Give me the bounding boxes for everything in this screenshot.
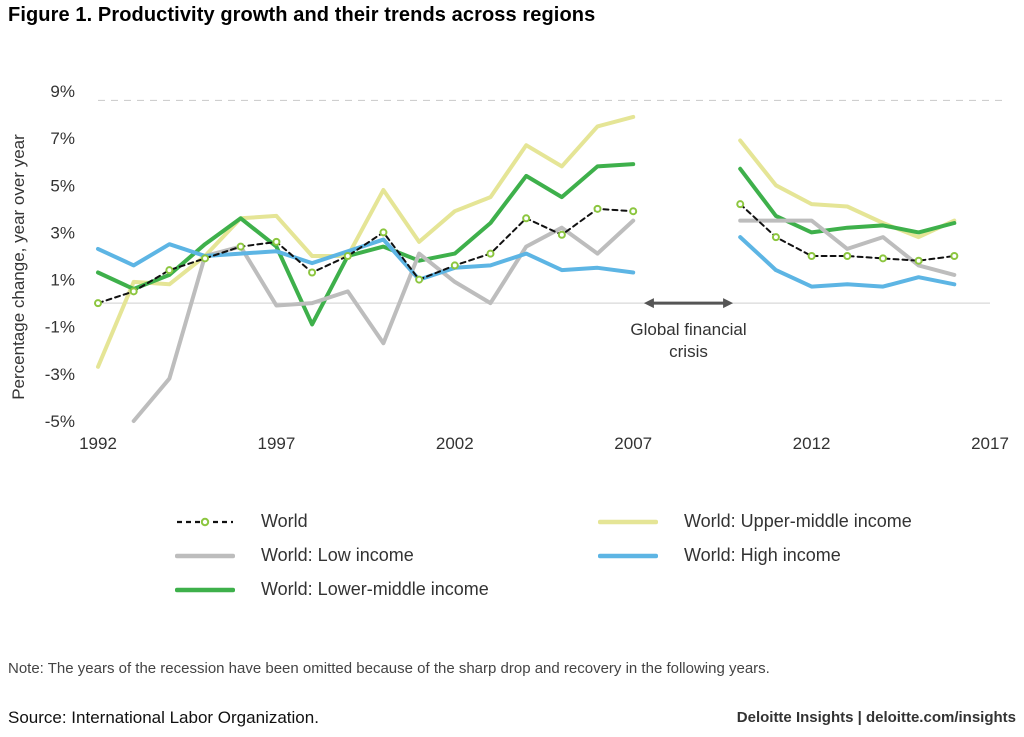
series-lines bbox=[96, 114, 957, 423]
legend-item-world: World bbox=[175, 511, 308, 532]
data-point-world-2004 bbox=[522, 214, 531, 223]
series-line-world-lower-middle-income-seg1 bbox=[96, 162, 636, 327]
data-point-world-2016 bbox=[950, 252, 959, 260]
data-point-world-1998 bbox=[308, 268, 317, 277]
data-point-world-2005 bbox=[557, 230, 566, 239]
data-point-world-1999 bbox=[343, 252, 352, 260]
legend-label-world: World bbox=[261, 511, 308, 531]
data-point-world-2010 bbox=[736, 200, 745, 209]
series-line-world-seg1 bbox=[97, 207, 635, 305]
crisis-arrow-left-head bbox=[643, 298, 654, 309]
legend-swatch-world-low-income bbox=[175, 553, 235, 558]
y-tick-label: 7% bbox=[50, 129, 75, 148]
legend-swatch-world-upper-middle-income bbox=[598, 519, 658, 524]
data-point-world-2006 bbox=[593, 204, 602, 213]
y-tick-label: 5% bbox=[50, 176, 75, 195]
data-point-world-1996 bbox=[236, 242, 245, 251]
y-tick-label: -5% bbox=[45, 412, 75, 431]
crisis-arrow-right-head bbox=[723, 298, 734, 309]
legend-item-world-low-income: World: Low income bbox=[175, 545, 414, 566]
data-point-world-1992 bbox=[94, 299, 102, 308]
legend-label-world-high-income: World: High income bbox=[684, 545, 841, 565]
brand-credit: Deloitte Insights | deloitte.com/insight… bbox=[736, 709, 1016, 726]
x-tick-label: 1992 bbox=[79, 434, 117, 453]
y-tick-label: 3% bbox=[50, 223, 75, 242]
y-tick-label: 9% bbox=[50, 82, 75, 101]
x-tick-label: 2017 bbox=[971, 434, 1009, 453]
data-point-world-1997 bbox=[272, 237, 281, 246]
legend-swatch-world-lower-middle-income bbox=[175, 587, 235, 592]
y-tick-label: -3% bbox=[45, 365, 75, 384]
crisis-label: crisis bbox=[669, 342, 708, 361]
y-tick-label: 1% bbox=[50, 271, 75, 290]
legend-swatch-world-high-income bbox=[598, 553, 658, 558]
x-tick-label: 1997 bbox=[257, 434, 295, 453]
series-line-world-low-income-seg2 bbox=[738, 218, 957, 277]
series-line-world-upper-middle-income-seg2 bbox=[738, 138, 957, 240]
source-line: Source: International Labor Organization… bbox=[8, 708, 319, 727]
data-point-world-2003 bbox=[486, 249, 495, 258]
x-tick-label: 2012 bbox=[793, 434, 831, 453]
series-line-world-low-income-seg1 bbox=[131, 218, 636, 423]
legend-item-world-upper-middle-income: World: Upper-middle income bbox=[598, 511, 912, 532]
line-chart: -5% -3% -1% 1% 3% 5% 7% 9% 1992 1997 2002 2007 2012 2… bbox=[9, 82, 1009, 453]
data-point-world-1995 bbox=[201, 254, 210, 263]
data-point-world-2014 bbox=[878, 254, 887, 263]
y-tick-label: -1% bbox=[45, 318, 75, 337]
series-line-world-high-income-seg1 bbox=[96, 237, 636, 282]
legend-item-world-lower-middle-income: World: Lower-middle income bbox=[175, 579, 489, 600]
reference-lines bbox=[98, 99, 1005, 304]
data-point-world-1993 bbox=[129, 287, 138, 296]
y-axis-label: Percentage change, year over year bbox=[9, 134, 28, 400]
crisis-annotation: Global financial crisis bbox=[630, 298, 747, 361]
legend-label-world-upper-middle-income: World: Upper-middle income bbox=[684, 511, 912, 531]
x-tick-label: 2007 bbox=[614, 434, 652, 453]
legend-label-world-low-income: World: Low income bbox=[261, 545, 414, 565]
legend-label-world-lower-middle-income: World: Lower-middle income bbox=[261, 579, 489, 599]
series-line-world-upper-middle-income-seg1 bbox=[96, 114, 636, 369]
data-point-world-2012 bbox=[807, 252, 816, 260]
series-line-world-high-income-seg2 bbox=[738, 235, 957, 289]
series-line-world-lower-middle-income-seg2 bbox=[738, 166, 957, 235]
x-tick-label: 2002 bbox=[436, 434, 474, 453]
data-point-world-2015 bbox=[914, 256, 923, 265]
data-point-world-2001 bbox=[415, 275, 424, 284]
data-point-world-2007 bbox=[629, 207, 638, 216]
page-title: Figure 1. Productivity growth and their … bbox=[8, 4, 596, 26]
crisis-label: Global financial bbox=[630, 320, 746, 339]
footnote: Note: The years of the recession have be… bbox=[8, 660, 770, 677]
legend: World World: Low income World: Lower-middl… bbox=[0, 505, 1024, 615]
data-point-world-2000 bbox=[379, 228, 388, 237]
axis-ticks: -5% -3% -1% 1% 3% 5% 7% 9% 1992 1997 2002 2007 2012 2… bbox=[45, 82, 1009, 453]
data-point-world-1994 bbox=[165, 266, 174, 275]
series-markers bbox=[94, 200, 959, 308]
data-point-world-2013 bbox=[843, 252, 852, 260]
legend-item-world-high-income: World: High income bbox=[598, 545, 841, 566]
legend-swatch-world bbox=[177, 517, 233, 526]
data-point-world-2002 bbox=[450, 261, 459, 270]
data-point-world-2011 bbox=[771, 233, 780, 242]
